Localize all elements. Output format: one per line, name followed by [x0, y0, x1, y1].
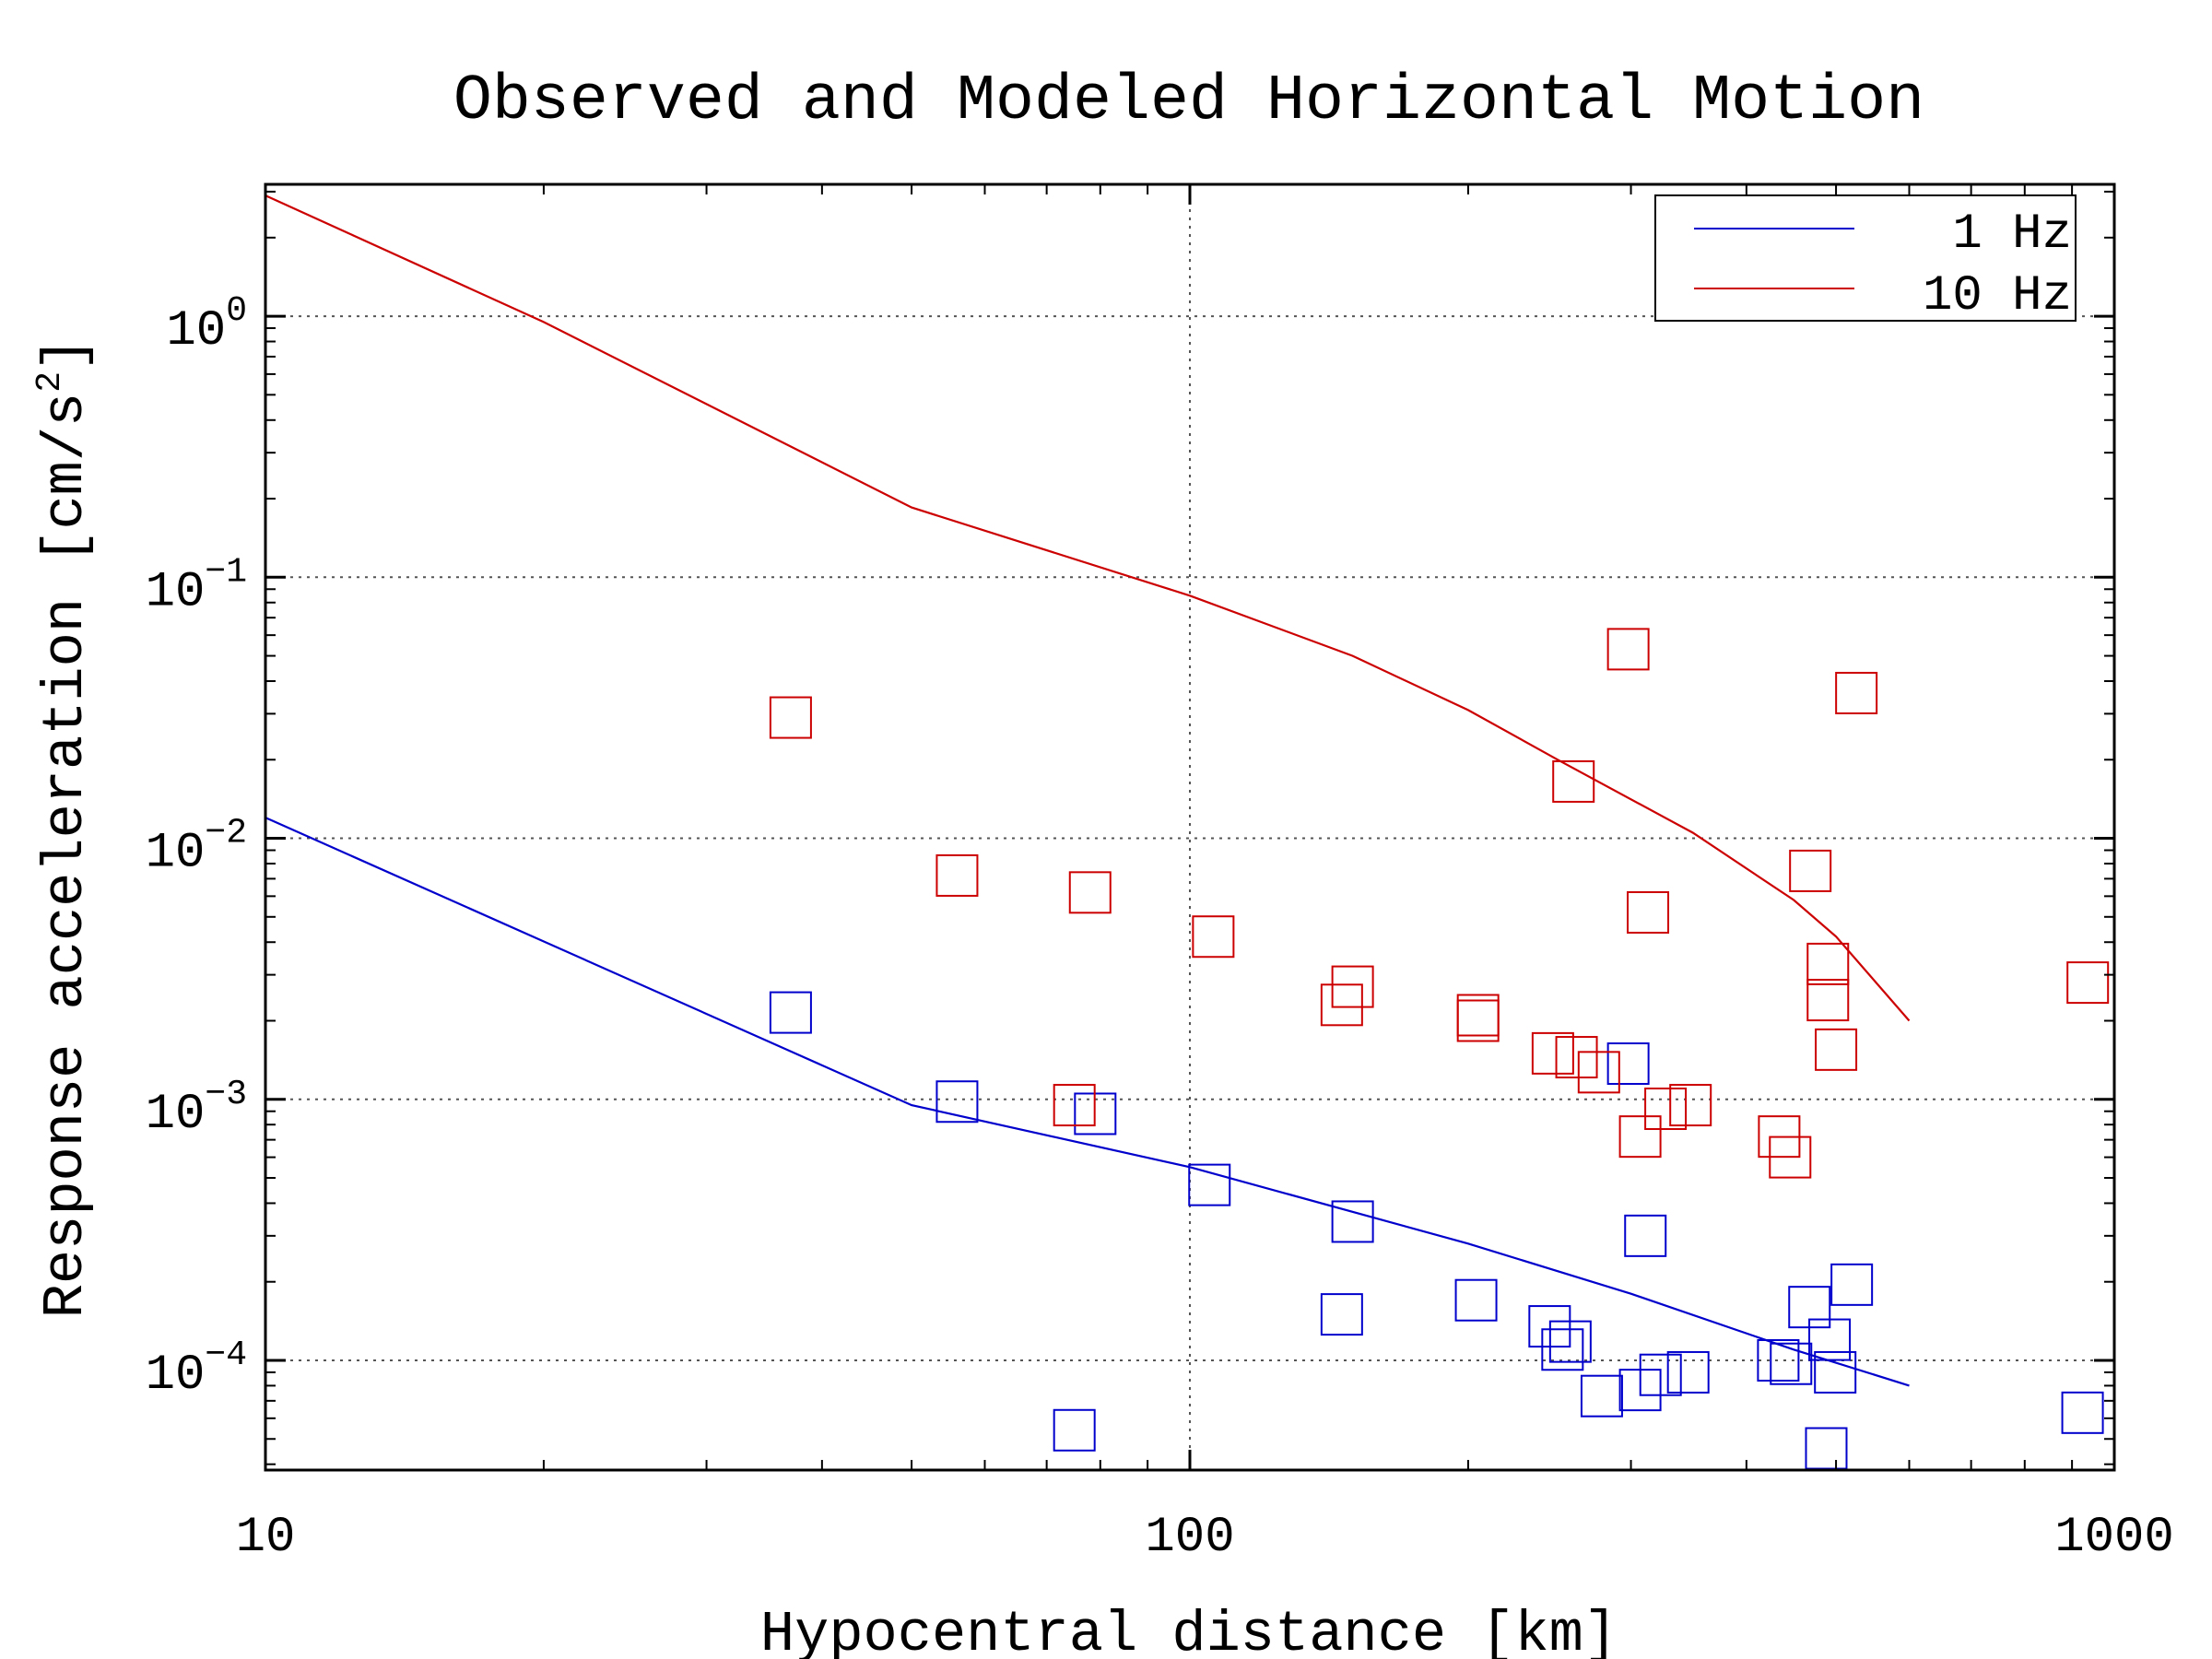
x-tick-label: 100 [1145, 1510, 1234, 1566]
data-point-10hz [1555, 1036, 1598, 1079]
data-point-1hz [935, 1080, 979, 1124]
y-tick-label: 100 [166, 291, 247, 359]
data-point-1hz [1805, 1427, 1848, 1470]
data-point-1hz [1188, 1163, 1231, 1206]
y-tick-label: 10−1 [146, 552, 247, 620]
chart-title: Observed and Modeled Horizontal Motion [453, 65, 1924, 138]
data-point-1hz [1053, 1408, 1096, 1452]
y-tick-label-exp: −3 [205, 1075, 247, 1114]
axis-ticks [264, 184, 2116, 1470]
y-axis-label-text: Response acceleration [cm/s [33, 393, 99, 1319]
data-point-10hz [1618, 1115, 1662, 1159]
data-point-10hz [935, 853, 979, 897]
data-point-1hz [1624, 1214, 1667, 1257]
y-tick-label: 10−2 [146, 814, 247, 882]
data-point-1hz [1808, 1318, 1852, 1361]
y-tick-label-base: 10 [146, 1347, 206, 1404]
data-point-10hz [1192, 915, 1235, 959]
data-point-1hz [1541, 1328, 1584, 1371]
data-point-1hz [1830, 1263, 1874, 1306]
y-tick-label-exp: −2 [205, 814, 247, 853]
y-tick-label-base: 10 [146, 826, 206, 882]
data-point-10hz [2066, 961, 2110, 1005]
data-point-10hz [1577, 1051, 1620, 1094]
data-point-1hz [1606, 1042, 1650, 1086]
legend-label-1hz: 1 Hz [1952, 206, 2072, 263]
data-point-10hz [1053, 1084, 1096, 1127]
data-point-10hz [1789, 849, 1832, 892]
series-line-1hz [265, 817, 1910, 1387]
data-point-10hz [769, 696, 812, 739]
legend: 1 Hz 10 Hz [1654, 194, 2077, 324]
data-point-1hz [1757, 1338, 1800, 1382]
data-point-10hz [1835, 671, 1878, 714]
data-point-1hz [1580, 1374, 1623, 1418]
y-tick-label: 10−3 [146, 1075, 247, 1143]
y-tick-label-base: 10 [166, 303, 226, 359]
y-axis-label-end: ] [33, 337, 99, 371]
x-tick-label: 1000 [2054, 1510, 2174, 1566]
data-point-10hz [1606, 628, 1650, 671]
data-point-10hz [1531, 1031, 1574, 1075]
data-point-1hz [2061, 1391, 2104, 1434]
data-point-10hz [1068, 871, 1112, 914]
data-point-1hz [1666, 1350, 1710, 1394]
data-point-1hz [1548, 1320, 1592, 1363]
y-tick-label-exp: −4 [205, 1335, 247, 1375]
data-point-10hz [1769, 1135, 1812, 1179]
data-point-1hz [1814, 1350, 1857, 1394]
data-point-10hz [1644, 1088, 1688, 1131]
data-point-10hz [1669, 1084, 1712, 1127]
grid-lines [265, 184, 2114, 1470]
legend-label-10hz: 10 Hz [1923, 268, 2072, 324]
data-point-10hz [1815, 1028, 1858, 1071]
legend-box [1654, 194, 2077, 322]
data-point-10hz [1806, 979, 1850, 1022]
data-point-10hz [1627, 890, 1670, 934]
data-point-1hz [1331, 1200, 1374, 1243]
y-tick-label-exp: 0 [226, 291, 247, 331]
y-axis-label-exp: 2 [30, 371, 70, 393]
data-point-1hz [1320, 1293, 1363, 1336]
y-tick-label-base: 10 [146, 564, 206, 620]
series-layer [265, 194, 2110, 1470]
data-point-1hz [1454, 1278, 1498, 1322]
series-line-10hz [265, 194, 1911, 1022]
data-point-1hz [1639, 1353, 1682, 1396]
x-axis-label: Hypocentral distance [km] [760, 1602, 1618, 1659]
data-point-10hz [1331, 965, 1374, 1008]
data-point-10hz [1552, 759, 1595, 803]
data-point-10hz [1320, 983, 1363, 1027]
data-point-10hz [1456, 999, 1500, 1042]
y-axis-label: Response acceleration [cm/s2] [30, 337, 99, 1319]
data-point-10hz [1806, 942, 1850, 985]
y-tick-label-exp: −1 [205, 552, 247, 592]
data-point-1hz [1770, 1342, 1813, 1385]
y-tick-label: 10−4 [146, 1335, 247, 1404]
data-point-1hz [769, 991, 812, 1034]
x-tick-label: 10 [236, 1510, 296, 1566]
y-tick-label-base: 10 [146, 1087, 206, 1143]
